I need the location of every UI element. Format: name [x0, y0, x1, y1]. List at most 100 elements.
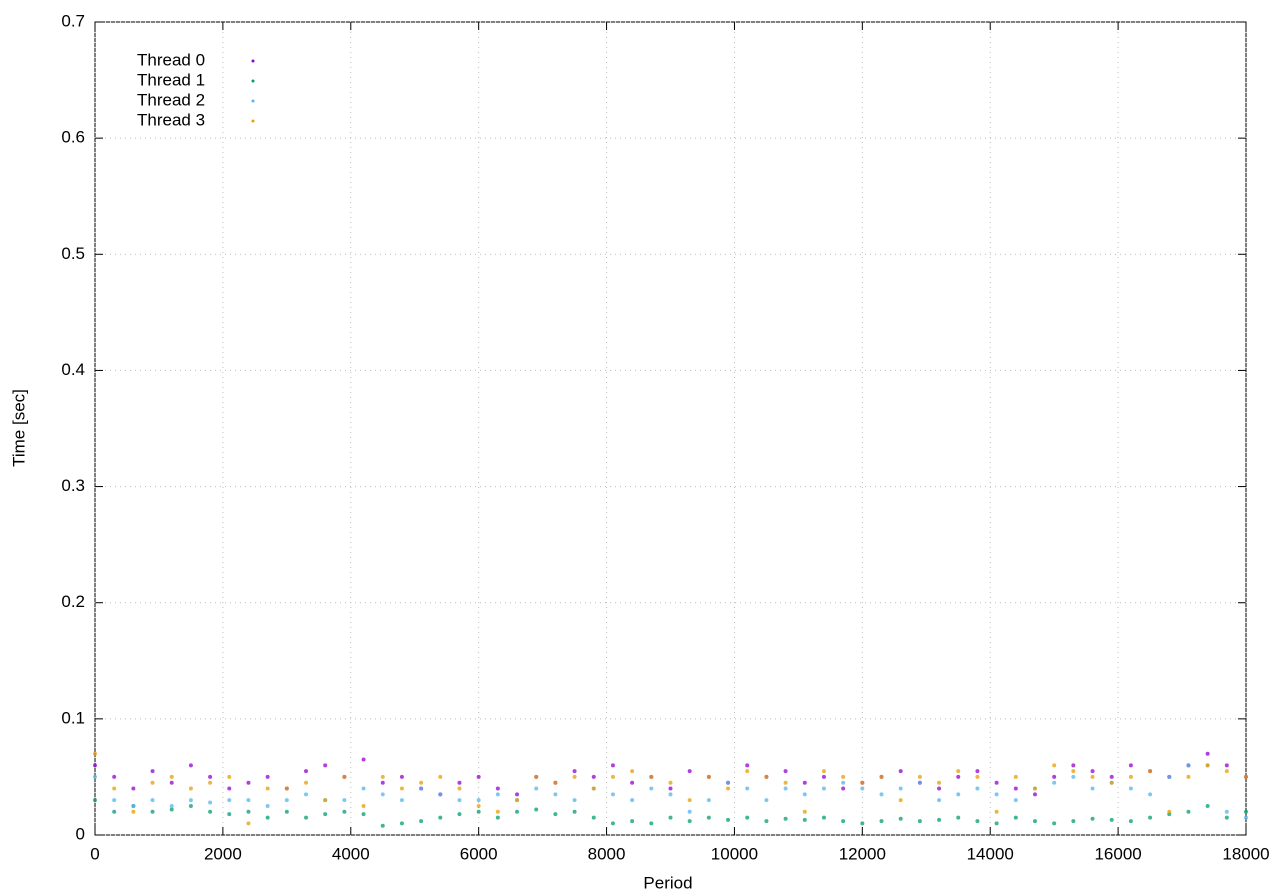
x-axis-label: Period [643, 873, 692, 892]
point [764, 798, 769, 803]
point [668, 786, 673, 791]
point [668, 792, 673, 797]
point [112, 809, 117, 814]
point [745, 763, 750, 768]
y-tick-label: 0 [76, 824, 85, 843]
point [131, 803, 136, 808]
point [188, 798, 193, 803]
point [208, 800, 213, 805]
point [821, 815, 826, 820]
point [783, 816, 788, 821]
point [1090, 774, 1095, 779]
point [188, 803, 193, 808]
point [649, 786, 654, 791]
point [399, 774, 404, 779]
point [323, 798, 328, 803]
point [898, 798, 903, 803]
point [265, 774, 270, 779]
point [572, 809, 577, 814]
point [361, 812, 366, 817]
point [745, 769, 750, 774]
point [399, 821, 404, 826]
point [649, 821, 654, 826]
y-tick-label: 0.4 [61, 360, 85, 379]
legend-label: Thread 1 [137, 70, 205, 89]
point [419, 819, 424, 824]
point [188, 786, 193, 791]
point [783, 780, 788, 785]
point [476, 809, 481, 814]
point [745, 815, 750, 820]
point [93, 798, 97, 803]
point [342, 798, 347, 803]
point [208, 809, 213, 814]
point [821, 774, 826, 779]
point [1148, 769, 1153, 774]
point [898, 769, 903, 774]
point [879, 774, 884, 779]
point [994, 809, 999, 814]
point [1071, 819, 1076, 824]
point [380, 792, 385, 797]
point [591, 815, 596, 820]
point [937, 817, 942, 822]
point [821, 769, 826, 774]
point [1052, 821, 1057, 826]
point [1013, 786, 1018, 791]
point [802, 809, 807, 814]
point [169, 803, 174, 808]
point [112, 774, 117, 779]
point [304, 792, 309, 797]
point [726, 817, 731, 822]
point [1071, 769, 1076, 774]
point [1148, 815, 1153, 820]
legend-marker [251, 79, 255, 83]
point [630, 819, 635, 824]
point [93, 774, 97, 779]
point [687, 769, 692, 774]
point [860, 786, 865, 791]
point [1013, 815, 1018, 820]
point [227, 786, 232, 791]
point [745, 786, 750, 791]
point [169, 780, 174, 785]
point [457, 786, 462, 791]
point [1224, 809, 1229, 814]
point [457, 780, 462, 785]
point [1032, 786, 1037, 791]
point [476, 774, 481, 779]
point [668, 815, 673, 820]
point [1032, 792, 1037, 797]
x-tick-label: 4000 [332, 844, 370, 863]
y-tick-label: 0.3 [61, 476, 85, 495]
point [802, 792, 807, 797]
point [975, 819, 980, 824]
point [937, 780, 942, 785]
point [419, 780, 424, 785]
point [610, 774, 615, 779]
point [227, 812, 232, 817]
point [821, 786, 826, 791]
point [1128, 786, 1133, 791]
x-tick-label: 6000 [460, 844, 498, 863]
point [1186, 774, 1191, 779]
point [706, 798, 711, 803]
point [572, 769, 577, 774]
point [994, 780, 999, 785]
point [227, 798, 232, 803]
point [265, 815, 270, 820]
legend-marker [251, 59, 255, 63]
x-tick-label: 0 [90, 844, 99, 863]
point [227, 774, 232, 779]
point [687, 798, 692, 803]
point [284, 798, 289, 803]
point [534, 786, 539, 791]
point [553, 792, 558, 797]
point [323, 763, 328, 768]
point [841, 780, 846, 785]
point [515, 809, 520, 814]
point [1167, 774, 1172, 779]
point [457, 798, 462, 803]
legend-label: Thread 0 [137, 50, 205, 69]
point [438, 774, 443, 779]
